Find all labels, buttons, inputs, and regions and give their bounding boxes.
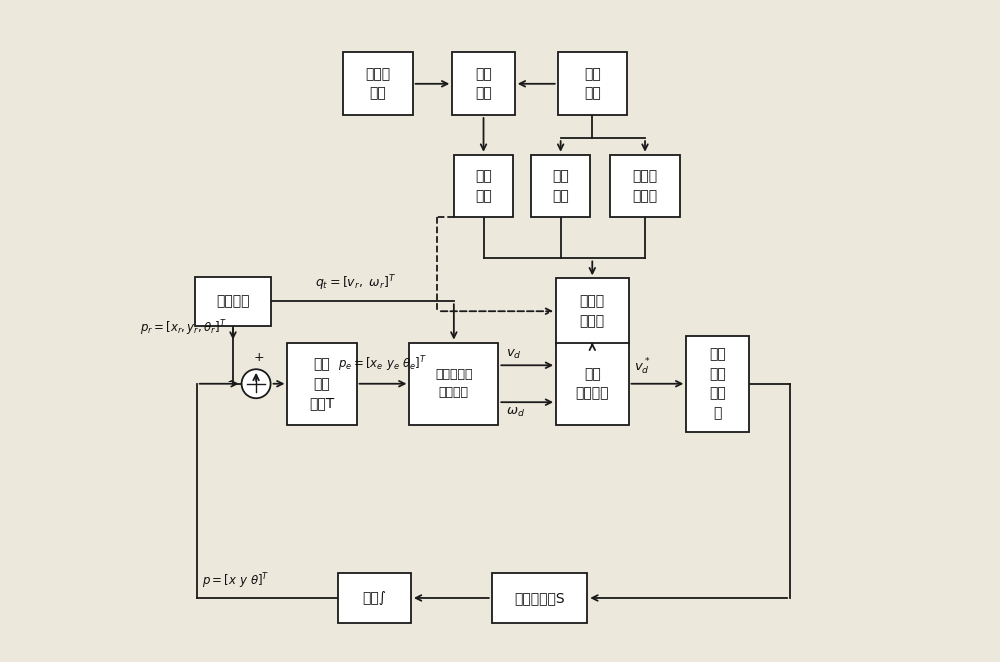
Text: $v_d$: $v_d$ bbox=[506, 348, 522, 361]
FancyBboxPatch shape bbox=[409, 342, 498, 425]
Text: 状态
约束: 状态 约束 bbox=[475, 169, 492, 203]
FancyBboxPatch shape bbox=[287, 342, 357, 425]
FancyBboxPatch shape bbox=[454, 155, 513, 217]
Text: 雅克比矩阵S: 雅克比矩阵S bbox=[514, 591, 565, 605]
FancyBboxPatch shape bbox=[686, 336, 749, 432]
Text: $p_e=[x_e\ y_e\ \theta_e]^T$: $p_e=[x_e\ y_e\ \theta_e]^T$ bbox=[338, 354, 428, 374]
Text: 运动学跟踪
子控制器: 运动学跟踪 子控制器 bbox=[435, 368, 473, 399]
FancyBboxPatch shape bbox=[610, 155, 680, 217]
FancyBboxPatch shape bbox=[531, 155, 590, 217]
Text: -: - bbox=[227, 375, 232, 387]
FancyBboxPatch shape bbox=[343, 52, 413, 115]
Text: 节能
子控制器: 节能 子控制器 bbox=[576, 367, 609, 401]
Text: 运动学
模型: 运动学 模型 bbox=[365, 67, 391, 101]
Text: +: + bbox=[253, 351, 264, 364]
FancyBboxPatch shape bbox=[452, 52, 515, 115]
Text: 路径规划: 路径规划 bbox=[216, 295, 250, 308]
Text: 轮式
移动
机器
人: 轮式 移动 机器 人 bbox=[709, 348, 726, 420]
FancyBboxPatch shape bbox=[556, 342, 629, 425]
Text: 关联
模型: 关联 模型 bbox=[475, 67, 492, 101]
Text: $p_r=[x_r,y_r,\theta_r]^T$: $p_r=[x_r,y_r,\theta_r]^T$ bbox=[140, 318, 226, 338]
FancyBboxPatch shape bbox=[556, 278, 629, 344]
Text: 节能目
标函数: 节能目 标函数 bbox=[580, 295, 605, 328]
Text: $v_d^*$: $v_d^*$ bbox=[634, 357, 650, 377]
FancyBboxPatch shape bbox=[492, 573, 587, 623]
Text: 坐标
转换
矩阵T: 坐标 转换 矩阵T bbox=[309, 357, 335, 410]
Text: 控制
约束: 控制 约束 bbox=[552, 169, 569, 203]
Text: $\omega_d$: $\omega_d$ bbox=[506, 406, 525, 419]
FancyBboxPatch shape bbox=[558, 52, 627, 115]
Text: $q_t=[v_r,\ \omega_r]^T$: $q_t=[v_r,\ \omega_r]^T$ bbox=[315, 273, 396, 293]
FancyBboxPatch shape bbox=[195, 277, 271, 326]
FancyBboxPatch shape bbox=[338, 573, 411, 623]
Text: 能耗
模型: 能耗 模型 bbox=[584, 67, 601, 101]
Text: 系统状
态方程: 系统状 态方程 bbox=[632, 169, 658, 203]
Text: 积分∫: 积分∫ bbox=[363, 591, 387, 605]
Text: $p=[x\ y\ \theta]^T$: $p=[x\ y\ \theta]^T$ bbox=[202, 572, 270, 591]
Circle shape bbox=[242, 369, 271, 399]
